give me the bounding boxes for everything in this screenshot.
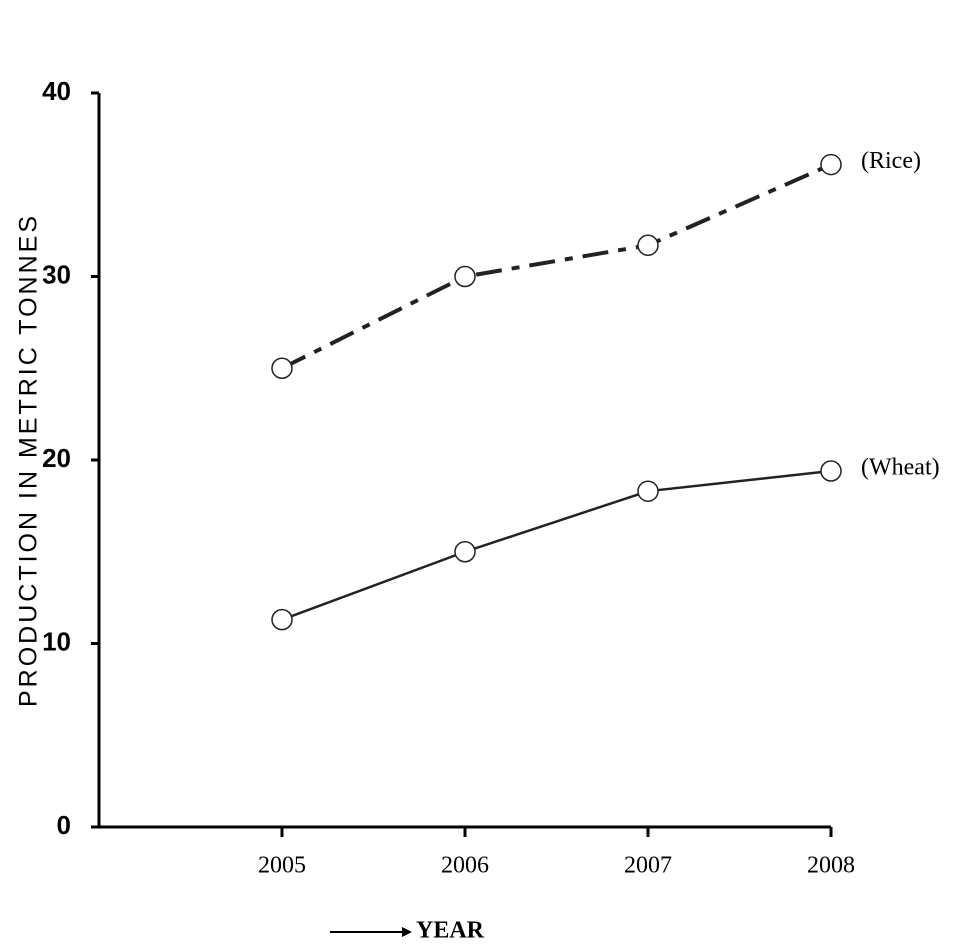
x-axis-title: YEAR: [416, 918, 485, 944]
point: [820, 460, 842, 482]
y-axis-title: PRODUCTION IN METRIC TONNES: [15, 213, 43, 707]
point: [637, 234, 659, 257]
point: [454, 541, 476, 563]
y-tick-label: 20: [42, 443, 71, 473]
x-tick-label: 2008: [807, 853, 855, 879]
point: [637, 480, 659, 502]
series-line: [281, 162, 832, 371]
point: [820, 153, 842, 176]
point: [454, 265, 476, 288]
arrow-head: [402, 927, 412, 937]
x-tick-label: 2007: [624, 853, 672, 879]
series-label: (Rice): [861, 148, 921, 174]
y-tick-label: 10: [42, 626, 71, 656]
y-tick-label: 30: [42, 259, 71, 289]
x-tick-label: 2006: [441, 853, 489, 879]
point: [271, 608, 293, 631]
x-tick-label: 2005: [258, 853, 306, 879]
y-tick-label: 0: [57, 810, 71, 840]
series-line: [281, 469, 832, 621]
series-label: (Wheat): [861, 455, 940, 481]
point: [271, 357, 293, 379]
y-tick-label: 40: [42, 76, 71, 106]
